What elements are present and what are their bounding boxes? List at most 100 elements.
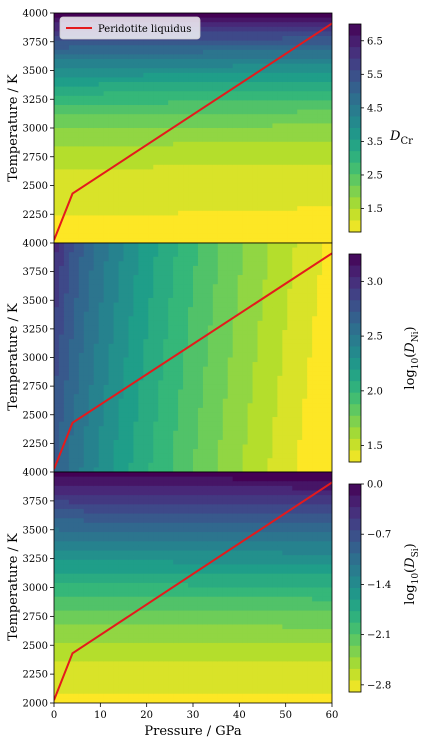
heatmap-cell (217, 362, 224, 368)
heatmap-cell (158, 91, 164, 97)
heatmap-cell (267, 118, 274, 124)
heatmap-cell (58, 114, 65, 120)
heatmap-cell (83, 86, 90, 92)
heatmap-cell (252, 72, 259, 78)
heatmap-cell (277, 59, 283, 65)
heatmap-cell (103, 210, 110, 216)
heatmap-cell (118, 40, 125, 46)
heatmap-cell (212, 220, 219, 226)
heatmap-cell (78, 357, 85, 363)
heatmap-cell (217, 444, 224, 450)
heatmap-cell (272, 82, 278, 88)
heatmap-cell (73, 252, 80, 258)
heatmap-cell (327, 63, 332, 69)
heatmap-cell (153, 398, 159, 404)
heatmap-cell (227, 343, 234, 349)
heatmap-cell (143, 293, 149, 299)
heatmap-cell (202, 132, 209, 138)
heatmap-cell (317, 192, 323, 198)
heatmap-cell (262, 105, 269, 111)
heatmap-cell (257, 394, 264, 400)
heatmap-cell (183, 293, 189, 299)
heatmap-cell (262, 164, 269, 170)
heatmap-cell (247, 275, 254, 281)
heatmap-cell (183, 398, 189, 404)
heatmap-cell (178, 398, 184, 404)
heatmap-cell (168, 357, 174, 363)
heatmap-cell (183, 453, 189, 459)
heatmap-cell (93, 243, 100, 249)
heatmap-cell (207, 380, 214, 386)
heatmap-cell (138, 141, 144, 147)
heatmap-cell (123, 215, 130, 221)
heatmap-cell (178, 439, 184, 446)
heatmap-cell (98, 86, 105, 92)
heatmap-cell (322, 100, 328, 106)
heatmap-cell (163, 174, 169, 180)
heatmap-cell (202, 348, 209, 354)
heatmap-cell (217, 22, 224, 28)
heatmap-cell (247, 151, 254, 157)
heatmap-cell (118, 439, 125, 446)
heatmap-cell (282, 151, 288, 157)
heatmap-cell (232, 467, 239, 472)
heatmap-cell (197, 183, 204, 189)
heatmap-cell (247, 229, 254, 235)
heatmap-cell (103, 330, 110, 336)
heatmap-cell (158, 284, 164, 290)
heatmap-cell (163, 444, 169, 450)
heatmap-cell (78, 348, 85, 354)
heatmap-cell (252, 151, 259, 157)
heatmap-cell (54, 389, 60, 395)
heatmap-cell (232, 132, 239, 138)
heatmap-cell (212, 449, 219, 455)
heatmap-cell (143, 155, 149, 161)
heatmap-cell (222, 36, 229, 42)
heatmap-cell (227, 362, 234, 368)
heatmap-cell (232, 270, 239, 276)
heatmap-cell (83, 325, 90, 331)
heatmap-cell (113, 132, 120, 138)
heatmap-cell (98, 444, 105, 450)
heatmap-cell (118, 183, 125, 189)
heatmap-cell (183, 261, 189, 267)
heatmap-cell (272, 36, 278, 42)
heatmap-cell (128, 421, 135, 427)
heatmap-cell (277, 137, 283, 143)
heatmap-cell (78, 114, 85, 120)
heatmap-cell (193, 348, 199, 354)
heatmap-cell (133, 320, 139, 327)
heatmap-cell (247, 49, 254, 55)
heatmap-cell (302, 49, 308, 55)
heatmap-cell (83, 247, 90, 253)
heatmap-cell (183, 45, 189, 51)
heatmap-cell (212, 105, 219, 111)
heatmap-cell (158, 325, 164, 331)
heatmap-cell (68, 311, 75, 317)
heatmap-cell (297, 95, 303, 101)
heatmap-cell (247, 105, 254, 111)
heatmap-cell (312, 36, 318, 42)
heatmap-cell (327, 17, 332, 23)
heatmap-cell (237, 210, 244, 216)
heatmap-cell (217, 407, 224, 414)
heatmap-cell (237, 320, 244, 327)
heatmap-cell (267, 114, 274, 120)
heatmap-cell (163, 389, 169, 395)
heatmap-cell (217, 252, 224, 258)
heatmap-cell (78, 45, 85, 51)
heatmap-cell (54, 439, 60, 446)
heatmap-cell (54, 307, 60, 313)
heatmap-cell (98, 270, 105, 276)
heatmap-cell (73, 146, 80, 152)
heatmap-cell (78, 412, 85, 418)
heatmap-cell (163, 59, 169, 65)
heatmap-cell (98, 224, 105, 230)
heatmap-cell (217, 77, 224, 83)
heatmap-cell (118, 109, 125, 115)
heatmap-cell (217, 426, 224, 432)
heatmap-cell (202, 105, 209, 111)
heatmap-cell (188, 141, 194, 147)
heatmap-cell (222, 174, 229, 180)
